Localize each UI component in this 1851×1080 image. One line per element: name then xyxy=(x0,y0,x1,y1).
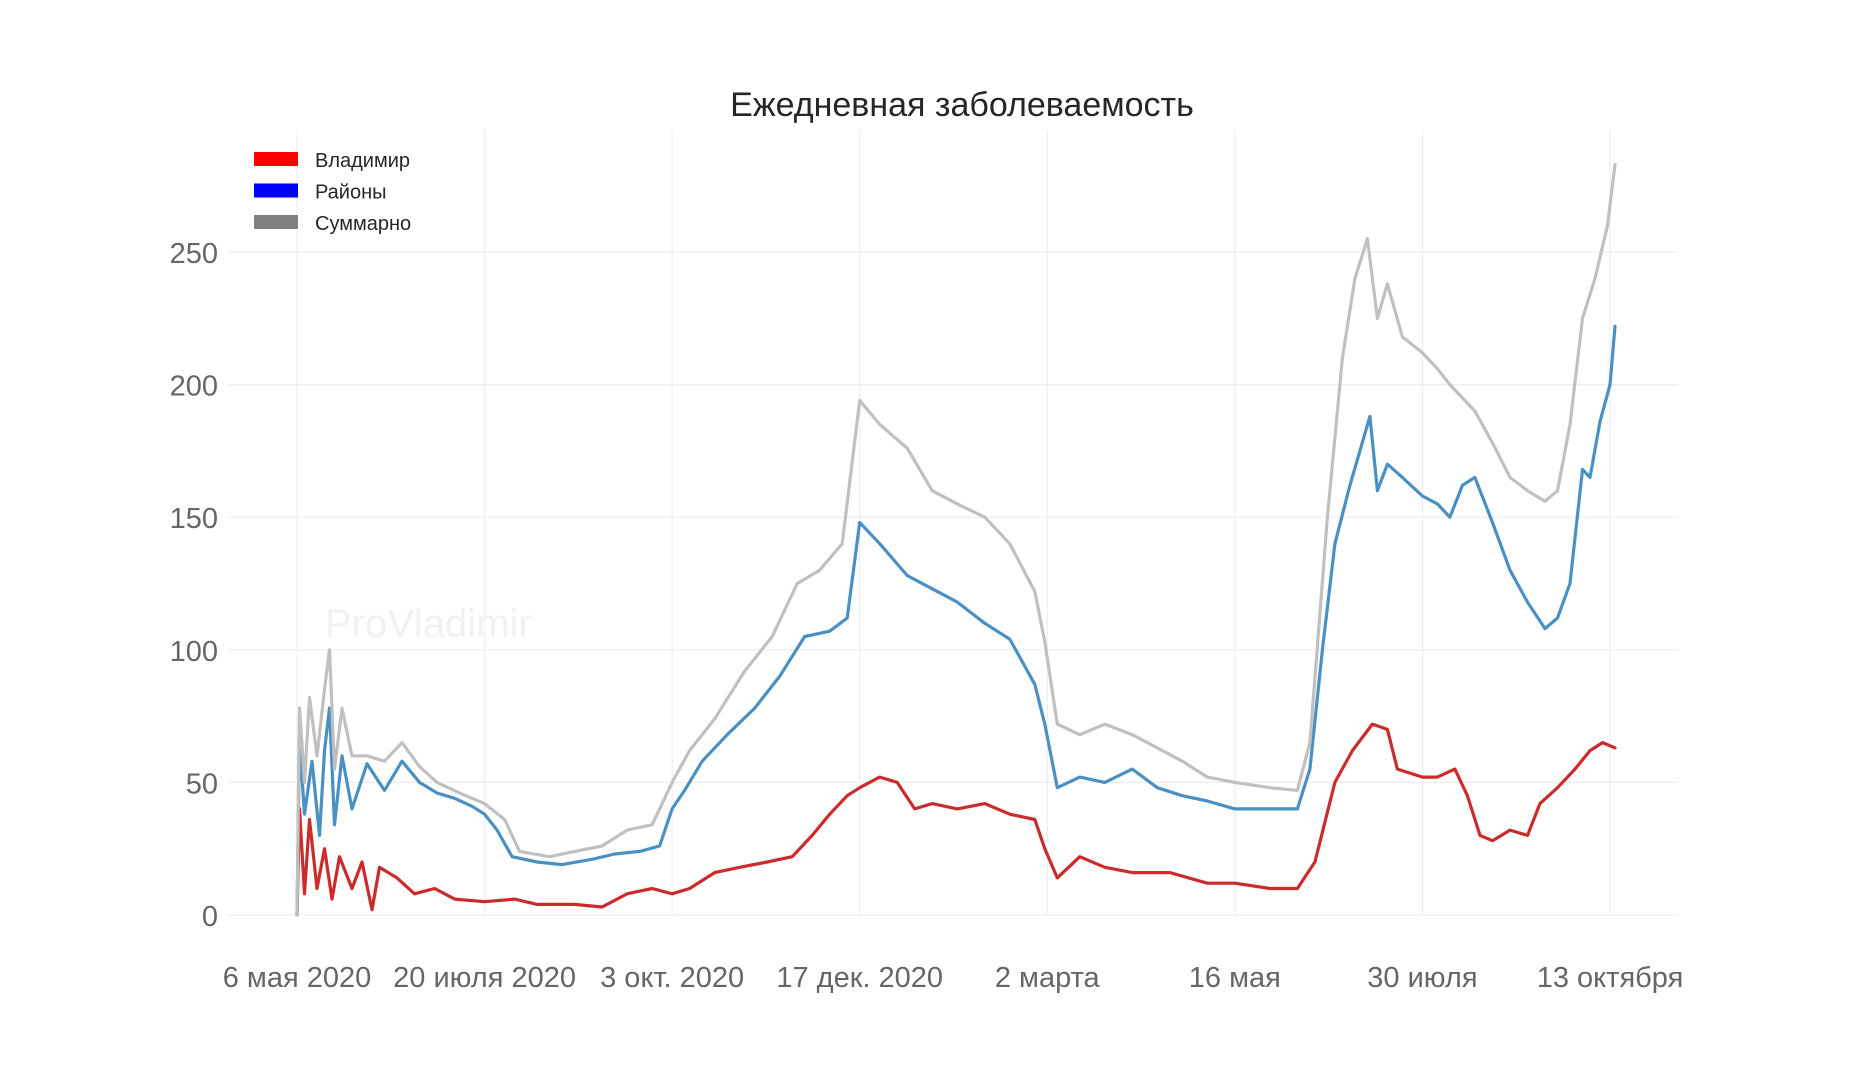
x-tick-label: 13 октября xyxy=(1537,962,1684,994)
x-tick-label: 6 мая 2020 xyxy=(223,962,372,994)
series-layer xyxy=(295,162,1617,917)
series-line-Районы xyxy=(295,324,1617,917)
grid xyxy=(228,130,1678,916)
y-tick-label: 50 xyxy=(186,768,218,800)
series-line-Владимир xyxy=(295,722,1617,917)
legend-swatch xyxy=(254,152,298,166)
watermark: ProVladimir xyxy=(325,602,532,646)
y-tick-label: 100 xyxy=(170,636,218,668)
legend-swatch xyxy=(254,183,298,198)
y-axis-ticks: 0 50 100 150 200 250 xyxy=(170,238,218,933)
x-tick-label: 30 июля xyxy=(1367,962,1477,994)
y-tick-label: 150 xyxy=(170,503,218,535)
x-tick-label: 20 июля 2020 xyxy=(393,962,576,994)
y-tick-label: 200 xyxy=(170,371,218,403)
y-tick-label: 0 xyxy=(202,901,218,933)
x-tick-label: 2 марта xyxy=(995,962,1101,994)
legend-label: Районы xyxy=(315,182,387,204)
legend-label: Владимир xyxy=(315,150,410,172)
x-tick-label: 3 окт. 2020 xyxy=(600,962,744,994)
legend-label: Суммарно xyxy=(315,213,411,235)
x-tick-label: 17 дек. 2020 xyxy=(776,962,943,994)
y-tick-label: 250 xyxy=(170,238,218,270)
legend-swatch xyxy=(254,215,298,229)
chart-title: Ежедневная заболеваемость xyxy=(730,86,1194,124)
x-tick-label: 16 мая xyxy=(1189,962,1281,994)
legend: Владимир Районы Суммарно xyxy=(254,150,411,235)
x-axis-ticks: 6 мая 2020 20 июля 2020 3 окт. 2020 17 дек.… xyxy=(223,962,1684,994)
series-line-Суммарно xyxy=(295,162,1617,917)
